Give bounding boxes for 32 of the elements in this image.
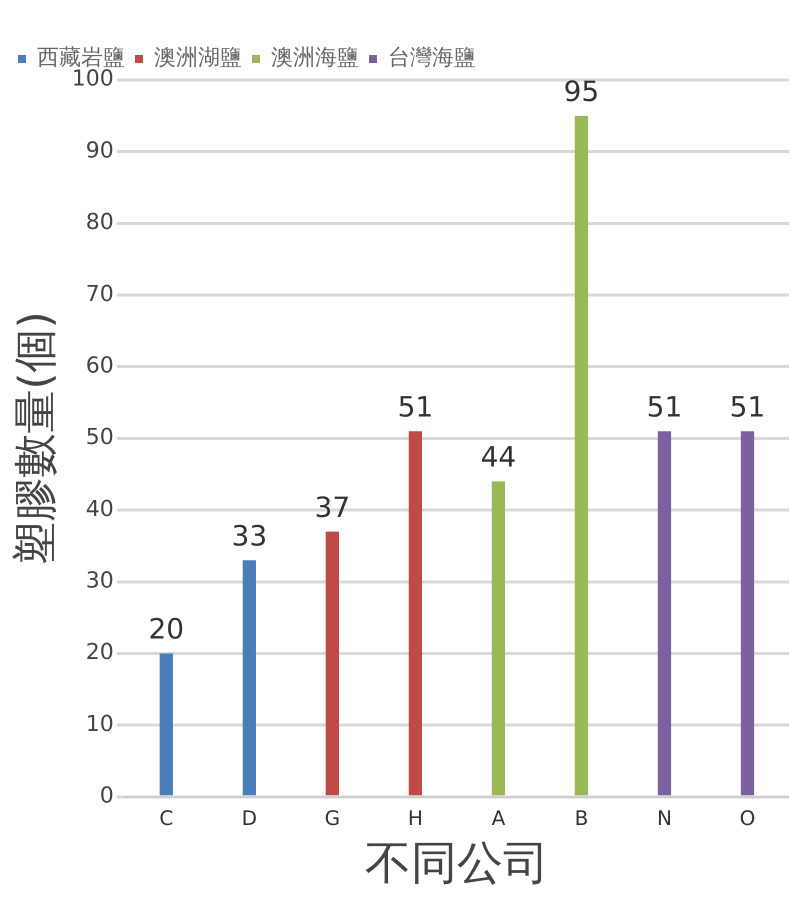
y-tick-label: 30 [86, 568, 114, 594]
data-label: 20 [148, 612, 184, 646]
y-tick-label: 60 [86, 353, 114, 378]
x-tick-label: N [656, 806, 672, 830]
data-label: 44 [480, 440, 516, 474]
data-label: 51 [730, 390, 766, 424]
y-tick-label: 50 [86, 425, 114, 450]
x-tick-label: H [408, 806, 423, 830]
data-label: 95 [564, 75, 600, 108]
y-tick-label: 20 [86, 640, 114, 666]
y-tick-label: 80 [86, 210, 114, 236]
data-label: 33 [232, 520, 268, 553]
y-tick-label: 90 [86, 138, 114, 164]
x-tick-label: G [324, 806, 340, 830]
y-tick-label: 40 [86, 496, 114, 522]
legend-label: 澳洲湖鹽 [154, 46, 242, 71]
y-tick-label: 70 [86, 282, 114, 307]
x-tick-label: D [242, 806, 258, 830]
x-tick-label: B [574, 806, 588, 830]
legend-label: 澳洲海鹽 [271, 46, 359, 71]
y-tick-label: 100 [72, 66, 114, 92]
legend-label: 台灣海鹽 [388, 46, 476, 71]
x-tick-label: C [159, 806, 174, 830]
y-axis-title: 塑膠數量(個) [10, 311, 61, 566]
data-label: 51 [398, 390, 434, 424]
x-tick-label: O [740, 806, 756, 830]
data-label: 37 [314, 490, 350, 524]
x-tick-label: A [492, 806, 506, 830]
data-label: 51 [646, 390, 682, 424]
x-axis-title: 不同公司 [364, 835, 549, 890]
y-tick-label: 0 [100, 784, 114, 809]
y-tick-label: 10 [86, 712, 114, 737]
